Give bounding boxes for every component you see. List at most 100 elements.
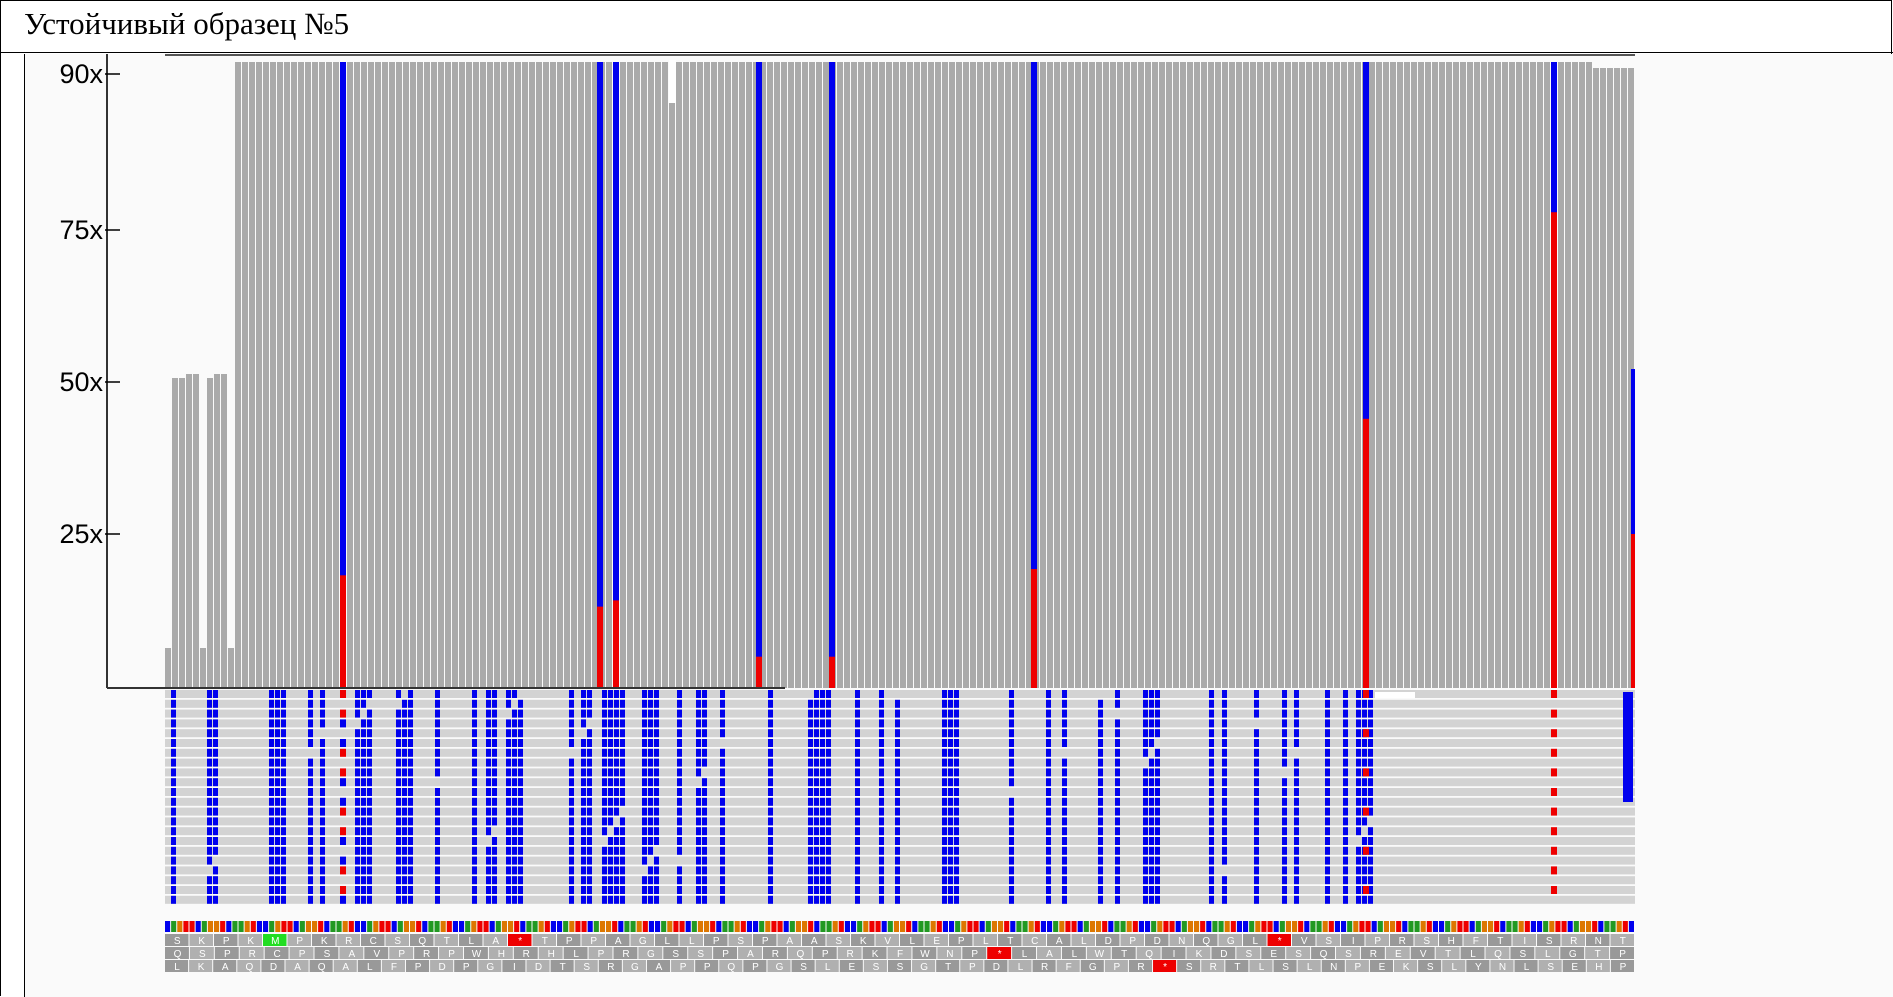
amino-acid-label: Q — [318, 962, 326, 973]
mismatch-base — [355, 846, 360, 855]
mismatch-base — [1115, 817, 1120, 826]
reference-base — [1567, 921, 1573, 932]
mismatch-base — [654, 876, 659, 885]
reference-base — [1469, 921, 1475, 932]
reference-base — [281, 921, 287, 932]
mismatch-base — [948, 846, 953, 855]
mismatch-base — [702, 739, 707, 747]
mismatch-base — [1046, 797, 1051, 806]
mismatch-base — [1115, 837, 1120, 845]
reference-base — [483, 921, 489, 932]
mismatch-base — [492, 856, 497, 865]
mismatch-base — [879, 690, 884, 698]
mismatch-base — [396, 739, 401, 747]
coverage-bar — [949, 62, 955, 688]
mismatch-base — [1209, 807, 1214, 816]
mismatch-base — [506, 856, 511, 865]
mismatch-base — [408, 866, 413, 875]
coverage-bar — [487, 62, 493, 688]
codon-cell — [213, 960, 237, 972]
mismatch-base — [954, 807, 959, 816]
mismatch-base — [1009, 846, 1014, 855]
mismatch-base — [1155, 758, 1160, 767]
mismatch-base — [895, 807, 900, 816]
amino-acid-label: G — [920, 962, 928, 973]
coverage-bar — [970, 62, 976, 688]
mismatch-base — [1368, 690, 1373, 698]
mismatch-base — [1046, 895, 1051, 904]
mismatch-base — [1343, 817, 1348, 826]
coverage-bar — [1152, 62, 1158, 688]
mismatch-base — [361, 758, 366, 767]
mismatch-base — [768, 817, 773, 826]
mismatch-base — [275, 817, 280, 826]
coverage-bar — [172, 378, 178, 688]
mismatch-base — [1098, 886, 1103, 894]
amino-acid-label: G — [647, 949, 655, 960]
codon-cell — [1585, 947, 1610, 959]
read-row — [165, 690, 1635, 698]
mismatch-base — [702, 856, 707, 865]
amino-acid-label: K — [198, 936, 205, 947]
mismatch-base — [954, 758, 959, 767]
coverage-bar — [1187, 62, 1193, 688]
mismatch-base — [569, 886, 574, 894]
mismatch-base — [642, 817, 647, 826]
codon-cell — [287, 934, 311, 946]
reference-base — [612, 921, 618, 932]
mismatch-base — [1209, 895, 1214, 904]
mismatch-base — [614, 778, 619, 787]
reference-base — [1236, 921, 1242, 932]
mismatch-base — [472, 866, 477, 875]
mismatch-base — [1046, 719, 1051, 728]
reference-base — [471, 921, 477, 932]
mismatch-base — [1294, 768, 1299, 777]
mismatch-base — [281, 729, 286, 738]
mismatch-base — [361, 895, 366, 904]
mismatch-base — [648, 719, 653, 728]
codon-cell — [598, 960, 622, 972]
mismatch-base — [855, 748, 860, 757]
amino-acid-label: H — [548, 949, 555, 960]
amino-acid-label: V — [373, 949, 380, 960]
mismatch-base — [648, 729, 653, 738]
reference-base — [722, 921, 728, 932]
mismatch-base — [768, 846, 773, 855]
mismatch-base — [408, 719, 413, 728]
coverage-bar — [683, 62, 689, 688]
mismatch-base — [171, 778, 176, 787]
mismatch-base — [820, 846, 825, 855]
coverage-bar — [1222, 62, 1228, 688]
mismatch-base — [472, 807, 477, 816]
mismatch-base — [1098, 778, 1103, 787]
mismatch-base — [367, 788, 372, 796]
coverage-bar — [214, 374, 220, 688]
mismatch-base — [654, 788, 659, 796]
mismatch-base — [1115, 699, 1120, 708]
mismatch-base — [620, 837, 625, 845]
mismatch-base — [269, 709, 274, 718]
mismatch-base — [702, 699, 707, 708]
mismatch-base — [308, 827, 313, 836]
mismatch-base — [820, 827, 825, 836]
reference-base — [599, 921, 605, 932]
codon-cell — [237, 960, 261, 972]
mismatch-base — [281, 739, 286, 747]
reference-base — [826, 921, 832, 932]
mismatch-base — [608, 846, 613, 855]
mismatch-base — [879, 699, 884, 708]
mismatch-base — [269, 827, 274, 836]
mismatch-base — [213, 797, 218, 806]
mismatch-base — [820, 797, 825, 806]
reference-base — [648, 921, 654, 932]
reference-base — [802, 921, 808, 932]
mismatch-base — [486, 895, 491, 904]
mismatch-base — [648, 837, 653, 845]
coverage-bar — [1488, 62, 1494, 688]
mismatch-base — [320, 837, 325, 845]
mismatch-base — [1115, 876, 1120, 885]
mismatch-base — [1343, 886, 1348, 894]
mismatch-base — [486, 817, 491, 826]
mismatch-base — [355, 748, 360, 757]
mismatch-base — [768, 895, 773, 904]
